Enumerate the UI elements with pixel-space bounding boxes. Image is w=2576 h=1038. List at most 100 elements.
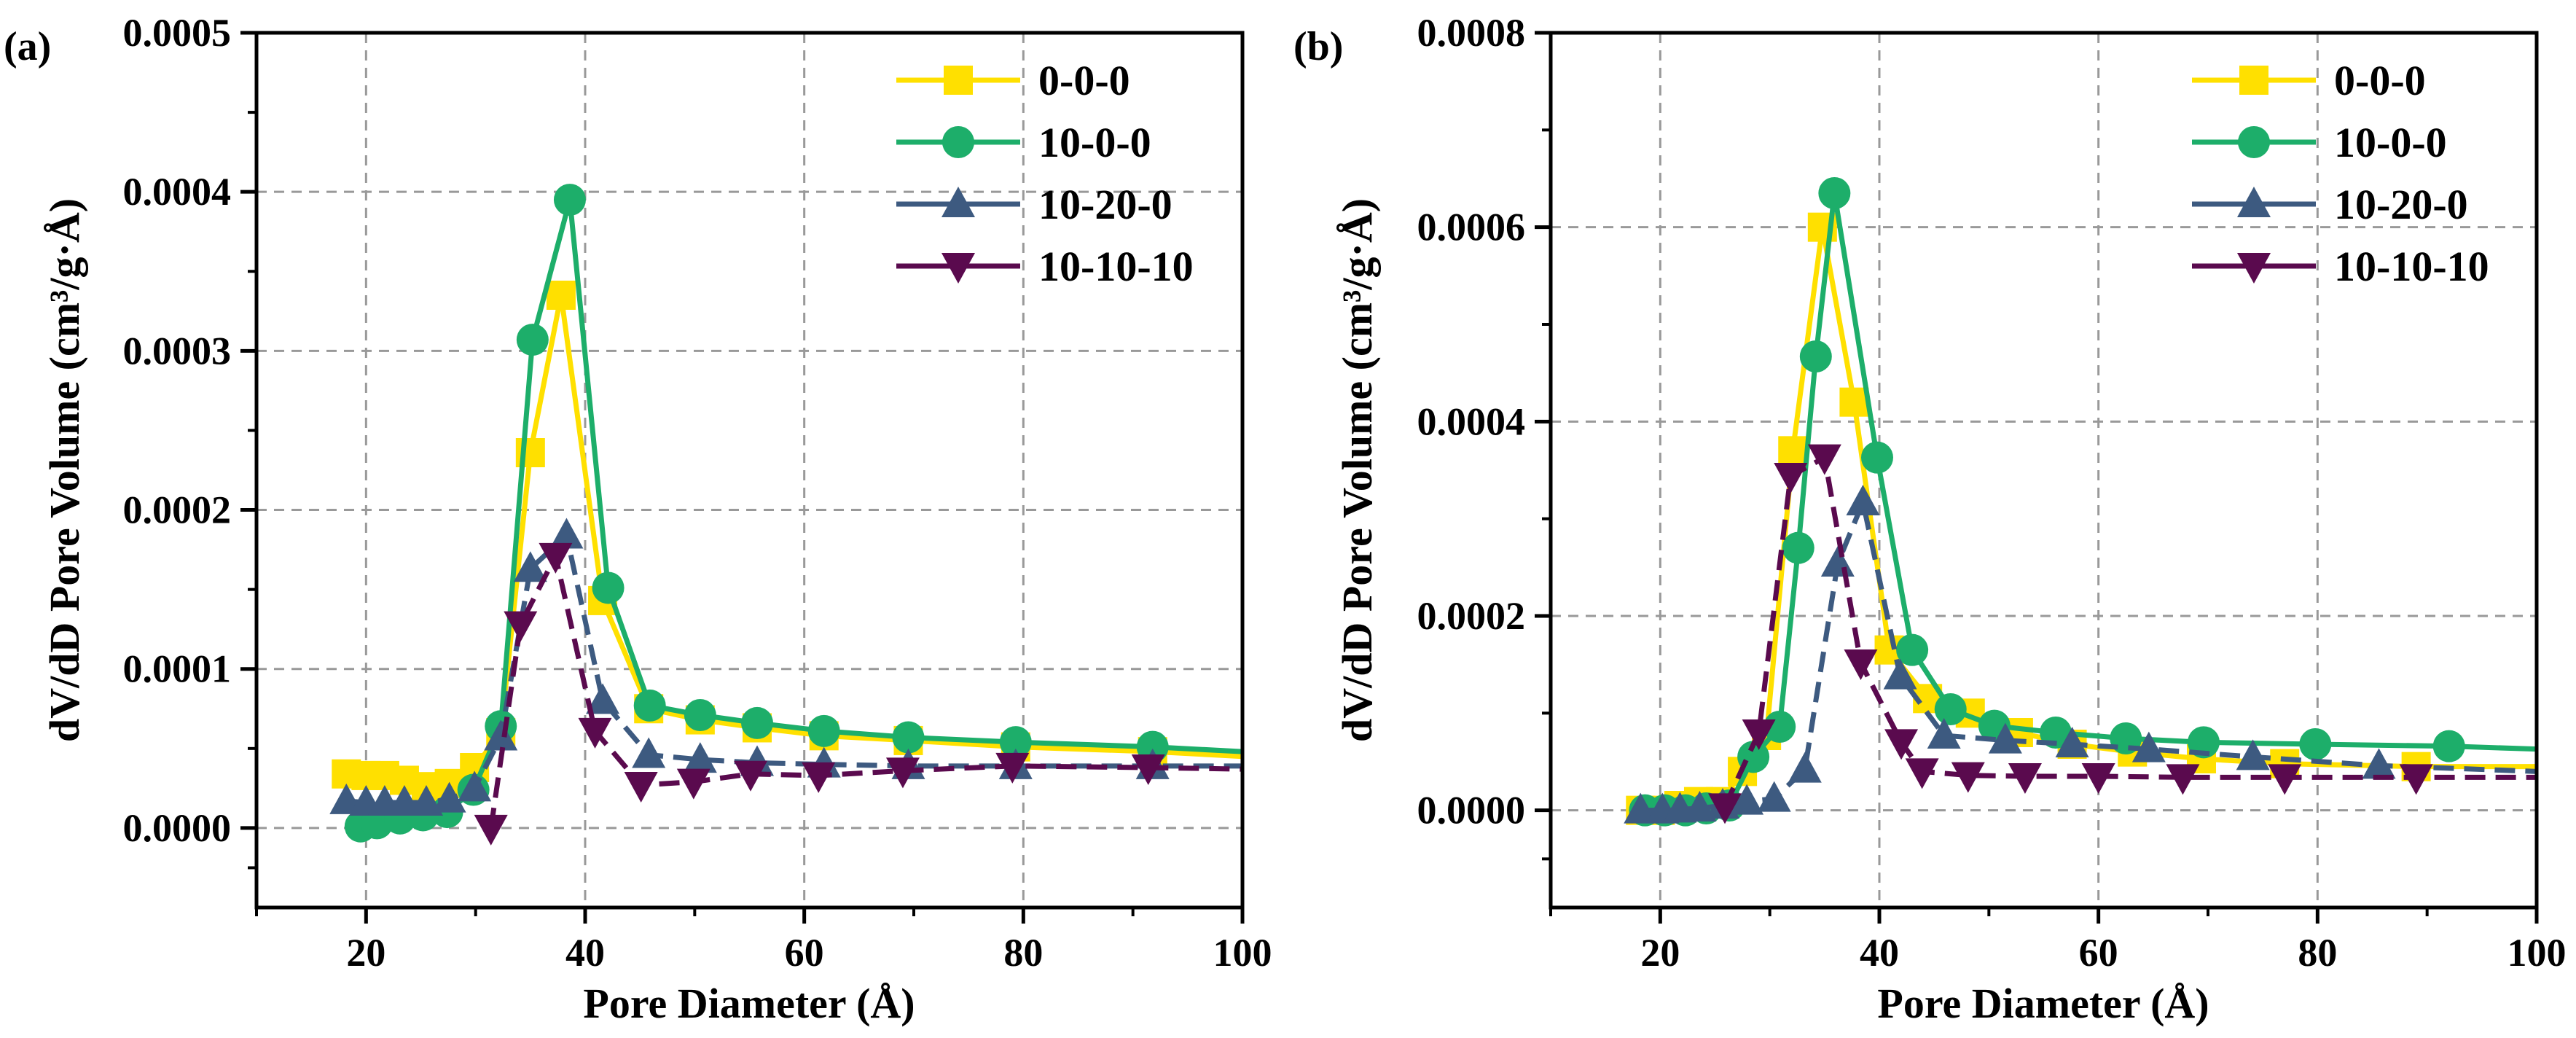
- legend-marker-10-0-0: [942, 126, 974, 158]
- legend-item-0-0-0: 0-0-0: [896, 57, 1130, 104]
- data-point-10-10-10: [624, 772, 658, 803]
- data-point-10-0-0: [1860, 441, 1893, 474]
- data-point-10-20-0: [513, 551, 547, 582]
- legend-label-0-0-0: 0-0-0: [2334, 57, 2426, 104]
- panel-label-a: (a): [4, 24, 51, 69]
- legend-item-0-0-0: 0-0-0: [2192, 57, 2426, 104]
- data-point-10-20-0: [1927, 718, 1961, 749]
- data-point-10-0-0: [2299, 728, 2332, 760]
- x-tick-label-b: 80: [2298, 931, 2337, 975]
- data-point-10-20-0: [387, 785, 421, 816]
- data-point-10-20-0: [683, 742, 717, 773]
- data-point-10-10-10: [2081, 763, 2115, 794]
- data-point-0-0-0: [546, 281, 576, 310]
- data-point-10-20-0: [632, 737, 666, 768]
- data-point-10-20-0: [484, 719, 518, 751]
- series-0-0-0: [332, 281, 1242, 802]
- series-10-20-0: [329, 518, 1242, 816]
- ticks-a: [240, 31, 1245, 924]
- data-point-10-10-10: [1742, 719, 1776, 750]
- data-point-10-20-0: [2236, 739, 2270, 770]
- data-point-10-10-10: [578, 717, 612, 749]
- data-point-10-20-0: [458, 770, 492, 802]
- y-tick-label-b: 0.0008: [1417, 11, 1526, 55]
- data-point-10-10-10: [676, 768, 710, 800]
- y-axis-title-b: dV/dD Pore Volume (cm³/g·Å): [1334, 198, 1381, 742]
- data-point-10-20-0: [549, 518, 584, 549]
- series-line-0-0-0: [345, 292, 1242, 789]
- data-point-10-20-0: [2362, 748, 2396, 779]
- data-point-10-0-0: [1763, 711, 1796, 743]
- data-point-10-20-0: [2131, 731, 2166, 762]
- data-point-10-20-0: [410, 785, 444, 816]
- y-tick-label-a: 0.0003: [123, 329, 232, 372]
- series-line-10-10-10: [488, 553, 1242, 829]
- tick-labels-a: 20 40 60 80 100 0.0000 0.0001 0.0002 0.0003 0.000…: [123, 11, 1272, 975]
- legend-label-10-20-0: 10-20-0: [1038, 181, 1172, 228]
- x-tick-label-a: 40: [565, 931, 605, 975]
- data-point-10-20-0: [1683, 791, 1717, 822]
- data-point-10-0-0: [2432, 730, 2465, 762]
- data-point-10-0-0: [684, 699, 716, 731]
- chart-panel-b: (b) 20 40 60 80 100 0.0000 0.0002 0.0004 0.0006 0…: [1293, 11, 2567, 1027]
- legend-marker-10-10-10: [941, 253, 975, 284]
- legend-label-10-10-10: 10-10-10: [1038, 243, 1194, 290]
- data-point-10-10-10: [1807, 444, 1841, 475]
- series-10-0-0: [344, 184, 1242, 843]
- legend-marker-10-20-0: [2237, 187, 2271, 217]
- data-point-10-20-0: [1883, 658, 1917, 690]
- panel-label-b: (b): [1293, 24, 1343, 69]
- chart-panel-a: (a) 20 40 60 80 100 0.0000 0.0001 0.0002 0.0003 0…: [4, 11, 1272, 1027]
- data-point-10-0-0: [553, 184, 586, 216]
- data-point-10-10-10: [734, 760, 768, 792]
- legend-label-10-0-0: 10-0-0: [2334, 119, 2447, 166]
- y-tick-label-a: 0.0000: [123, 806, 232, 850]
- data-point-10-0-0: [1896, 633, 1929, 666]
- x-tick-label-a: 80: [1003, 931, 1043, 975]
- x-tick-label-b: 60: [2079, 931, 2118, 975]
- plot-frame-b: [1549, 31, 2539, 910]
- legend-marker-10-10-10: [2237, 253, 2271, 284]
- data-point-10-0-0: [633, 689, 666, 722]
- data-point-10-0-0: [741, 706, 774, 739]
- data-point-10-10-10: [1905, 758, 1939, 789]
- legend-marker-10-0-0: [2238, 126, 2270, 158]
- series-10-20-0: [1624, 485, 2537, 824]
- legend-marker-0-0-0: [2239, 66, 2268, 95]
- legend-marker-10-20-0: [941, 187, 975, 217]
- data-point-10-0-0: [999, 726, 1032, 759]
- ticks-b: [1535, 31, 2539, 924]
- data-point-10-10-10: [1774, 463, 1808, 493]
- data-point-10-10-10: [2268, 764, 2302, 795]
- legend-label-10-20-0: 10-20-0: [2334, 181, 2468, 228]
- data-point-10-10-10: [2008, 763, 2042, 794]
- data-point-10-0-0: [592, 571, 625, 604]
- x-tick-label-a: 100: [1213, 931, 1272, 975]
- x-tick-label-b: 100: [2508, 931, 2567, 975]
- series-layer-b: [1624, 177, 2537, 827]
- data-point-10-0-0: [807, 714, 840, 747]
- data-point-10-10-10: [2399, 764, 2433, 795]
- y-tick-label-b: 0.0004: [1417, 399, 1526, 443]
- legend-label-10-10-10: 10-10-10: [2334, 243, 2489, 290]
- data-point-10-10-10: [2166, 764, 2200, 795]
- y-axis-title-a: dV/dD Pore Volume (cm³/g·Å): [41, 198, 88, 742]
- data-point-10-20-0: [1788, 752, 1822, 783]
- y-tick-label-b: 0.0000: [1417, 789, 1526, 832]
- data-point-10-20-0: [1820, 546, 1855, 577]
- data-point-10-10-10: [474, 814, 508, 846]
- x-tick-label-b: 20: [1640, 931, 1680, 975]
- data-point-10-20-0: [1624, 792, 1658, 824]
- data-point-10-0-0: [516, 324, 549, 356]
- data-point-10-20-0: [586, 683, 620, 714]
- y-tick-label-b: 0.0002: [1417, 594, 1526, 638]
- data-point-10-10-10: [1708, 793, 1742, 824]
- y-tick-label-a: 0.0004: [123, 170, 232, 214]
- data-point-0-0-0: [1778, 436, 1808, 466]
- data-point-10-20-0: [1846, 485, 1880, 515]
- y-tick-label-a: 0.0002: [123, 488, 232, 532]
- plot-frame-a: [254, 31, 1245, 910]
- data-point-10-20-0: [1730, 784, 1764, 815]
- legend-label-0-0-0: 0-0-0: [1038, 57, 1130, 104]
